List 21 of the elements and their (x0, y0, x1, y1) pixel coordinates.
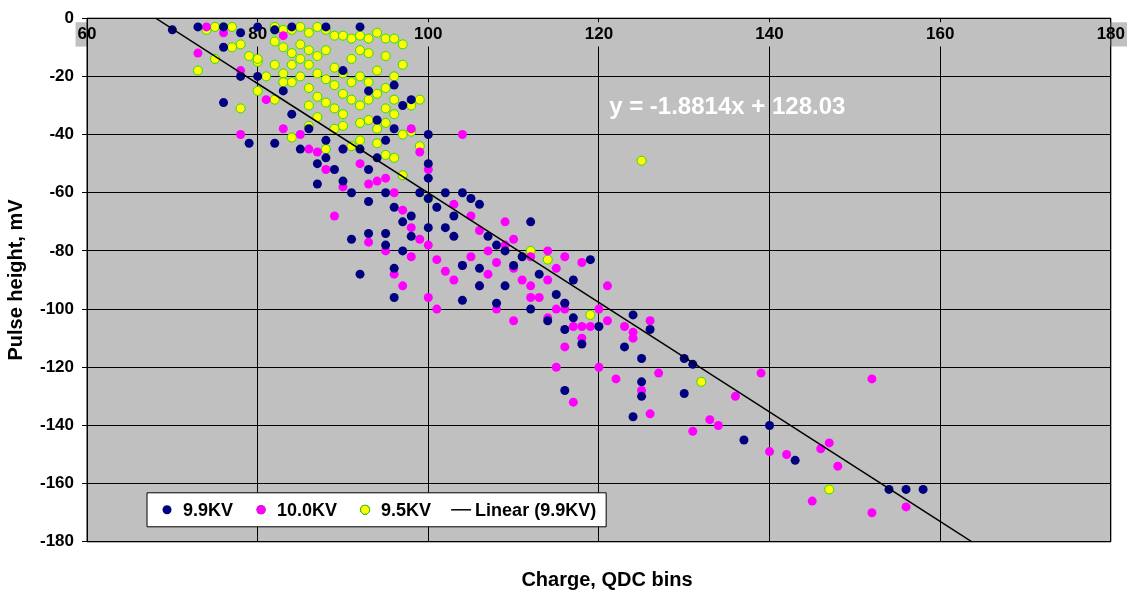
x-tick-label: 140 (755, 24, 784, 44)
y-tick-label: -160 (39, 473, 75, 493)
y-tick-label: -20 (49, 66, 75, 86)
y-tick-label: -180 (39, 531, 75, 551)
annotation: y = -1.8814x + 128.03 (609, 91, 846, 119)
y-axis-title: Pulse height, mV (3, 198, 26, 361)
x-tick-label: 100 (414, 24, 443, 44)
y-tick-label: 0 (64, 7, 75, 27)
y-tick-label: -40 (49, 124, 75, 144)
y-tick-label: -80 (49, 240, 75, 260)
x-axis-title: Charge, QDC bins (520, 568, 694, 591)
y-tick-label: -60 (49, 182, 75, 202)
legend-label: 10.0KV (277, 499, 338, 520)
y-tick-label: -140 (39, 415, 75, 435)
legend-label: 9.5KV (381, 499, 432, 520)
legend-label: Linear (9.9KV) (475, 499, 597, 520)
y-tick-label: -120 (39, 356, 75, 376)
x-tick-label: 160 (926, 24, 955, 44)
x-tick-label: 120 (584, 24, 614, 44)
y-tick-label: -100 (39, 298, 75, 318)
legend-label: 9.9KV (183, 499, 234, 520)
